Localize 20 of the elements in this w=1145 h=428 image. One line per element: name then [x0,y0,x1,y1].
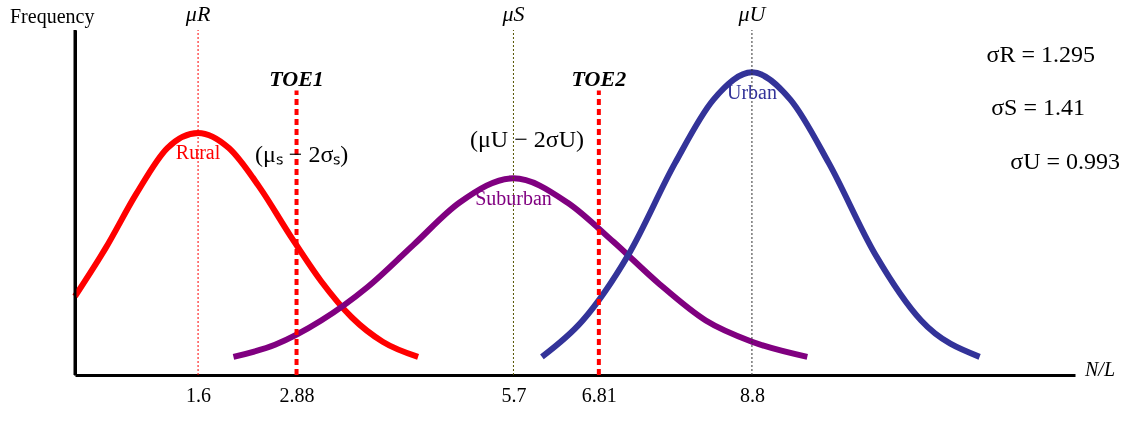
ref-line-label: μU [737,1,768,26]
annotation: (μₛ − 2σₛ) [255,141,349,167]
x-tick-label: 8.8 [739,383,765,406]
text: σR = 1.295 [986,41,1095,67]
x-tick-label: 2.88 [279,383,315,406]
ref-line-label: TOE1 [269,65,324,91]
series-label: Rural [175,141,221,164]
series-label: Urban [726,80,777,103]
annotation: σU = 0.993 [1010,148,1120,174]
annotation: (μU − 2σU) [470,126,584,152]
x-tick-label: 1.6 [186,383,212,406]
annotation: σS = 1.41 [991,94,1085,120]
x-tick-label: 6.81 [581,383,617,406]
y-axis-title: Frequency [10,5,95,28]
ref-line-label: μS [501,1,525,26]
ref-line-label: μR [184,1,211,26]
ref-line-label: TOE2 [571,65,627,91]
series-label: Suburban [475,186,552,209]
x-axis-title: N/L [1084,358,1116,380]
x-tick-label: 5.7 [501,383,527,406]
